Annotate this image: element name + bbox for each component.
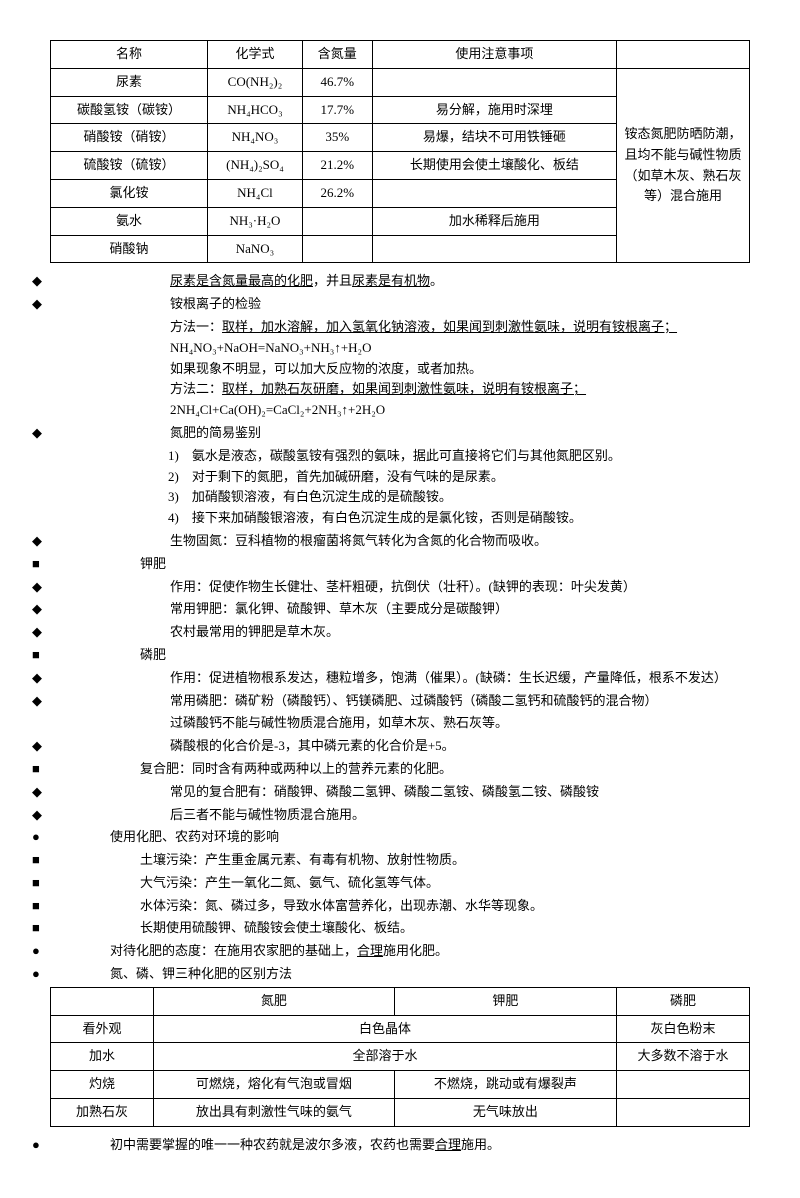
th-blank: [51, 987, 154, 1015]
attitude: 对待化肥的态度：在施用农家肥的基础上，合理施用化肥。: [50, 941, 750, 962]
th-notes: 使用注意事项: [372, 41, 616, 69]
merged-note: 铵态氮肥防晒防潮，且均不能与碱性物质（如草木灰、熟石灰等）混合施用: [617, 68, 750, 263]
env-longterm: 长期使用硫酸钾、硫酸铵会使土壤酸化、板结。: [50, 918, 750, 939]
cell-formula: CO(NH₂)₂: [208, 68, 303, 96]
cell-notes: 加水稀释后施用: [372, 207, 616, 235]
nitrogen-fertilizer-table: 名称 化学式 含氮量 使用注意事项 尿素 CO(NH₂)₂ 46.7% 铵态氮肥…: [50, 40, 750, 263]
burn-p: [617, 1071, 750, 1099]
cell-nitrogen: 46.7%: [302, 68, 372, 96]
compound-note: 后三者不能与碱性物质混合施用。: [50, 805, 750, 826]
th-p: 磷肥: [617, 987, 750, 1015]
env-water: 水体污染：氮、磷过多，导致水体富营养化，出现赤潮、水华等现象。: [50, 896, 750, 917]
formula2: 2NH₄Cl+Ca(OH)₂=CaCl₂+2NH₃↑+2H₂O: [50, 400, 750, 421]
cell-name: 氯化铵: [51, 179, 208, 207]
water-p: 大多数不溶于水: [617, 1043, 750, 1071]
cell-formula: NH₄HCO₃: [208, 96, 303, 124]
diff-title: 氮、磷、钾三种化肥的区别方法: [50, 964, 750, 985]
fertilizer-diff-table: 氮肥 钾肥 磷肥 看外观 白色晶体 灰白色粉末 加水 全部溶于水 大多数不溶于水…: [50, 987, 750, 1127]
p-common: 常用磷肥：磷矿粉（磷酸钙）、钙镁磷肥、过磷酸钙（磷酸二氢钙和硫酸钙的混合物）: [50, 691, 750, 712]
n-id-3: 3) 加硝酸钡溶液，有白色沉淀生成的是硫酸铵。: [50, 487, 750, 508]
burn-k: 不燃烧，跳动或有爆裂声: [394, 1071, 616, 1099]
cell-formula: NaNO₃: [208, 235, 303, 263]
env-soil: 土壤污染：产生重金属元素、有毒有机物、放射性物质。: [50, 850, 750, 871]
cell-formula: NH₄NO₃: [208, 124, 303, 152]
potassium-title: 钾肥: [50, 554, 750, 575]
cell-notes: [372, 179, 616, 207]
p-effect: 作用：促进植物根系发达，穗粒增多，饱满（催果）。(缺磷：生长迟缓，产量降低，根系…: [50, 668, 750, 689]
appearance-nk: 白色晶体: [154, 1015, 617, 1043]
n-id-2: 2) 对于剩下的氮肥，首先加碱研磨，没有气味的是尿素。: [50, 467, 750, 488]
p-note: 过磷酸钙不能与碱性物质混合施用，如草木灰、熟石灰等。: [50, 713, 750, 734]
th-nitrogen: 含氮量: [302, 41, 372, 69]
lime-k: 无气味放出: [394, 1099, 616, 1127]
row-label: 加熟石灰: [51, 1099, 154, 1127]
nitrogen-id-title: 氮肥的简易鉴别: [50, 423, 750, 444]
urea-note: 尿素是含氮量最高的化肥，并且尿素是有机物。: [50, 271, 750, 292]
cell-name: 硫酸铵（硫铵）: [51, 152, 208, 180]
cell-formula: NH₃·H₂O: [208, 207, 303, 235]
row-label: 灼烧: [51, 1071, 154, 1099]
appearance-p: 灰白色粉末: [617, 1015, 750, 1043]
row-label: 加水: [51, 1043, 154, 1071]
phosphorus-title: 磷肥: [50, 645, 750, 666]
th-k: 钾肥: [394, 987, 616, 1015]
cell-name: 氨水: [51, 207, 208, 235]
lime-n: 放出具有刺激性气味的氨气: [154, 1099, 395, 1127]
cell-formula: NH₄Cl: [208, 179, 303, 207]
cell-formula: (NH₄)₂SO₄: [208, 152, 303, 180]
k-common: 常用钾肥：氯化钾、硫酸钾、草木灰（主要成分是碳酸钾）: [50, 599, 750, 620]
cell-notes: 长期使用会使土壤酸化、板结: [372, 152, 616, 180]
th-formula: 化学式: [208, 41, 303, 69]
env-air: 大气污染：产生一氧化二氮、氨气、硫化氢等气体。: [50, 873, 750, 894]
cell-name: 硝酸钠: [51, 235, 208, 263]
env-title: 使用化肥、农药对环境的影响: [50, 827, 750, 848]
k-rural: 农村最常用的钾肥是草木灰。: [50, 622, 750, 643]
n-id-1: 1) 氨水是液态，碳酸氢铵有强烈的氨味，据此可直接将它们与其他氮肥区别。: [50, 446, 750, 467]
cell-nitrogen: 26.2%: [302, 179, 372, 207]
bio-nitrogen: 生物固氮：豆科植物的根瘤菌将氮气转化为含氮的化合物而吸收。: [50, 531, 750, 552]
cell-nitrogen: [302, 235, 372, 263]
cell-notes: 易爆，结块不可用铁锤砸: [372, 124, 616, 152]
water-nk: 全部溶于水: [154, 1043, 617, 1071]
cell-nitrogen: 35%: [302, 124, 372, 152]
compound-title: 复合肥：同时含有两种或两种以上的营养元素的化肥。: [50, 759, 750, 780]
cell-nitrogen: 17.7%: [302, 96, 372, 124]
cell-name: 碳酸氢铵（碳铵）: [51, 96, 208, 124]
ammonium-test-title: 铵根离子的检验: [50, 294, 750, 315]
lime-p: [617, 1099, 750, 1127]
cell-nitrogen: [302, 207, 372, 235]
th-name: 名称: [51, 41, 208, 69]
burn-n: 可燃烧，熔化有气泡或冒烟: [154, 1071, 395, 1099]
formula1: NH₄NO₃+NaOH=NaNO₃+NH₃↑+H₂O: [50, 338, 750, 359]
method2: 方法二：取样，加熟石灰研磨，如果闻到刺激性氨味，说明有铵根离子；: [50, 379, 750, 400]
final-note: 初中需要掌握的唯一一种农药就是波尔多液，农药也需要合理施用。: [50, 1135, 750, 1156]
th-n: 氮肥: [154, 987, 395, 1015]
cell-nitrogen: 21.2%: [302, 152, 372, 180]
k-effect: 作用：促使作物生长健壮、茎杆粗硬，抗倒伏（壮秆）。(缺钾的表现：叶尖发黄）: [50, 577, 750, 598]
method1-note: 如果现象不明显，可以加大反应物的浓度，或者加热。: [50, 359, 750, 380]
cell-notes: 易分解，施用时深埋: [372, 96, 616, 124]
method1: 方法一：取样，加水溶解，加入氢氧化钠溶液，如果闻到刺激性氨味，说明有铵根离子；: [50, 317, 750, 338]
row-label: 看外观: [51, 1015, 154, 1043]
p-valence: 磷酸根的化合价是-3，其中磷元素的化合价是+5。: [50, 736, 750, 757]
cell-notes: [372, 68, 616, 96]
cell-name: 硝酸铵（硝铵）: [51, 124, 208, 152]
compound-list: 常见的复合肥有：硝酸钾、磷酸二氢钾、磷酸二氢铵、磷酸氢二铵、磷酸铵: [50, 782, 750, 803]
n-id-4: 4) 接下来加硝酸银溶液，有白色沉淀生成的是氯化铵，否则是硝酸铵。: [50, 508, 750, 529]
th-merged: [617, 41, 750, 69]
cell-notes: [372, 235, 616, 263]
cell-name: 尿素: [51, 68, 208, 96]
